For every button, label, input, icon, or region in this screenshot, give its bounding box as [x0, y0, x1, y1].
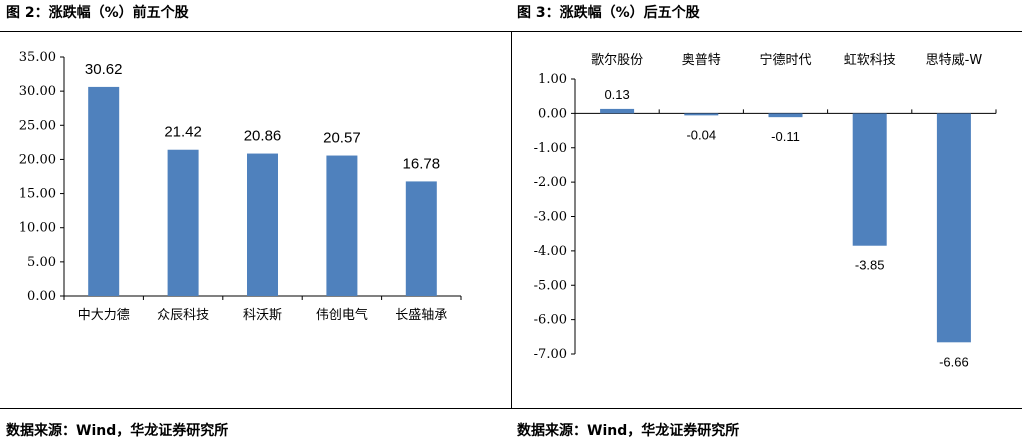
- bar: [936, 113, 971, 343]
- category-label: 科沃斯: [243, 308, 282, 323]
- data-label: 21.42: [164, 124, 202, 141]
- bar: [88, 86, 120, 296]
- category-label: 中大力德: [78, 308, 130, 323]
- y-tick-label: -1.00: [534, 141, 567, 156]
- y-tick-label: 25.00: [19, 118, 56, 133]
- bar: [684, 113, 719, 116]
- category-label: 虹软科技: [844, 53, 896, 68]
- category-label: 众辰科技: [157, 308, 209, 323]
- data-label: -0.04: [686, 127, 716, 142]
- bar: [326, 155, 358, 296]
- bar: [852, 113, 887, 246]
- category-label: 歌尔股份: [591, 53, 643, 68]
- right-figure-title: 图 3：涨跌幅（%）后五个股: [517, 5, 700, 21]
- y-tick-label: -2.00: [534, 175, 567, 190]
- category-label: 奥普特: [682, 53, 721, 68]
- category-label: 宁德时代: [759, 52, 811, 68]
- y-tick-label: -3.00: [534, 210, 567, 225]
- data-label: 0.13: [604, 87, 629, 102]
- bar: [768, 113, 803, 118]
- y-tick-label: 15.00: [19, 187, 56, 202]
- y-tick-label: 10.00: [19, 221, 56, 236]
- bar: [247, 153, 278, 296]
- y-tick-label: 20.00: [19, 152, 56, 167]
- data-label: -6.66: [939, 354, 969, 369]
- y-tick-label: 30.00: [19, 84, 56, 99]
- left-source-note: 数据来源：Wind，华龙证券研究所: [6, 423, 229, 439]
- y-tick-label: 1.00: [538, 72, 567, 87]
- left-bar-chart: 0.00 5.00 10.00 15.00 20.00 25.00 30.00 35.00 30…: [19, 50, 462, 323]
- left-figure-title: 图 2：涨跌幅（%）前五个股: [6, 5, 189, 21]
- data-label: 30.62: [85, 61, 123, 78]
- y-tick-label: -6.00: [534, 313, 567, 328]
- panel-divider: [511, 31, 512, 408]
- category-label: 长盛轴承: [395, 308, 447, 323]
- bar: [405, 181, 437, 296]
- bottom-rule: [0, 408, 1022, 409]
- data-label: 20.86: [244, 128, 282, 145]
- data-label: -0.11: [771, 129, 800, 144]
- y-tick-label: 0.00: [27, 289, 56, 304]
- data-label: 16.78: [403, 155, 441, 172]
- right-bar-chart: 1.00 0.00 -1.00 -2.00 -3.00 -4.00 -5.00 -6.00 -7…: [534, 52, 997, 369]
- data-label: -3.85: [855, 258, 885, 273]
- right-source-note: 数据来源：Wind，华龙证券研究所: [517, 423, 740, 439]
- bar: [167, 149, 199, 296]
- data-label: 20.57: [323, 130, 361, 147]
- y-tick-label: -7.00: [534, 347, 567, 362]
- y-tick-label: -4.00: [534, 244, 567, 259]
- bar: [600, 108, 635, 114]
- category-label: 思特威-W: [926, 53, 983, 68]
- y-tick-label: -5.00: [534, 278, 567, 293]
- y-tick-label: 5.00: [27, 255, 56, 270]
- category-label: 伟创电气: [316, 307, 368, 323]
- y-tick-label: 0.00: [538, 106, 567, 121]
- y-tick-label: 35.00: [19, 50, 56, 65]
